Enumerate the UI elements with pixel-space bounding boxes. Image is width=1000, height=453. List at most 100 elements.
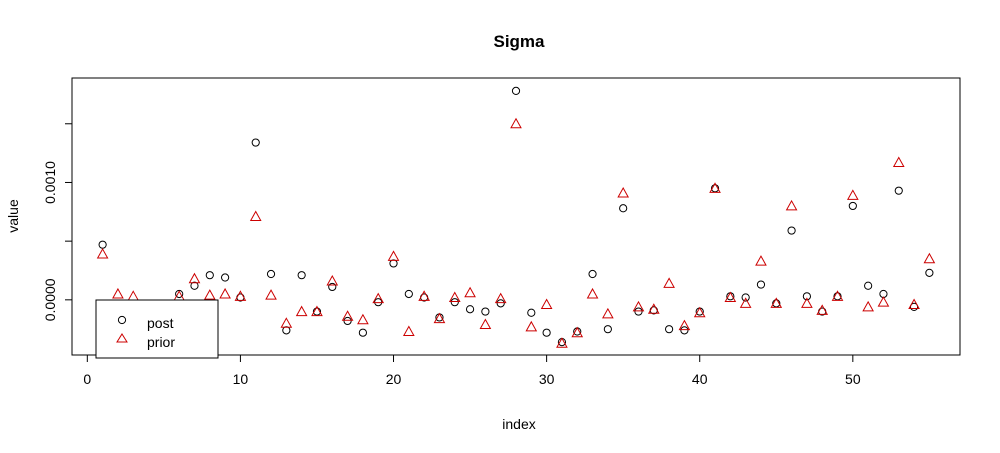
legend-prior-label: prior	[147, 334, 175, 350]
post-point	[894, 186, 903, 195]
prior-point	[816, 304, 829, 315]
y-axis: 0.0000 0.0010	[42, 123, 73, 321]
legend-box	[95, 299, 219, 359]
prior-point	[908, 298, 920, 310]
prior-point	[602, 307, 614, 319]
post-point	[680, 326, 689, 335]
prior-point	[632, 300, 645, 312]
post-point	[205, 271, 214, 280]
prior-point	[112, 287, 124, 299]
post-point	[328, 282, 337, 292]
post-point	[221, 273, 230, 282]
prior-point	[617, 186, 630, 198]
post-point	[925, 268, 934, 277]
prior-point	[586, 287, 599, 299]
prior-point	[357, 313, 369, 325]
prior-point	[188, 272, 201, 284]
prior-point	[755, 255, 767, 266]
post-point	[404, 289, 413, 299]
prior-point	[892, 156, 905, 168]
y-tick-label: 0.0010	[42, 161, 58, 204]
post-point	[496, 299, 505, 308]
prior-point	[663, 277, 675, 288]
post-point	[465, 305, 475, 314]
prior-point	[280, 317, 293, 328]
data-points	[96, 86, 936, 348]
prior-point	[510, 117, 522, 129]
prior-point	[540, 298, 553, 310]
prior-point	[862, 300, 874, 312]
post-point	[282, 326, 291, 335]
post-point	[389, 259, 398, 268]
x-tick-label: 20	[386, 371, 402, 387]
prior-point	[831, 290, 844, 301]
prior-point	[739, 297, 752, 308]
prior-point	[372, 292, 385, 304]
prior-point	[923, 252, 936, 264]
legend-post-label: post	[147, 315, 174, 331]
post-point	[190, 281, 199, 290]
prior-point	[311, 305, 323, 317]
prior-point	[448, 291, 461, 302]
prior-point	[387, 250, 400, 261]
prior-point	[234, 290, 247, 301]
post-point	[343, 316, 352, 326]
post-point	[450, 298, 459, 307]
prior-point	[265, 289, 277, 300]
post-point	[588, 269, 597, 279]
post-point	[542, 328, 551, 337]
prior-point	[556, 337, 568, 348]
x-tick-label: 40	[692, 371, 708, 387]
chart-title: Sigma	[493, 32, 545, 51]
legend-prior-marker	[116, 333, 128, 343]
x-tick-label: 10	[233, 371, 249, 387]
x-tick-label: 0	[83, 371, 91, 387]
post-point	[864, 281, 873, 290]
x-tick-label: 30	[539, 371, 555, 387]
legend-post-marker	[117, 315, 127, 325]
prior-point	[219, 287, 231, 299]
prior-point	[525, 320, 538, 332]
post-point	[603, 325, 612, 334]
prior-point	[709, 182, 721, 193]
post-point	[634, 307, 643, 316]
post-point	[848, 201, 857, 211]
prior-point	[341, 310, 354, 321]
legend: post prior	[95, 299, 219, 359]
prior-point	[479, 318, 492, 329]
prior-point	[433, 312, 446, 324]
prior-point	[801, 297, 813, 308]
prior-point	[846, 189, 859, 200]
post-point	[787, 226, 796, 235]
prior-point	[693, 306, 706, 318]
post-point	[619, 204, 628, 213]
post-point	[266, 269, 276, 279]
post-point	[756, 280, 766, 289]
post-point	[481, 307, 490, 316]
y-tick-label: 0.0000	[42, 278, 58, 321]
prior-point	[295, 305, 308, 317]
prior-point	[249, 210, 262, 221]
prior-point	[326, 275, 339, 286]
post-point	[527, 308, 536, 317]
prior-point	[647, 303, 660, 314]
x-axis: 0 10 20 30 40 50	[83, 354, 861, 387]
prior-point	[571, 326, 584, 338]
prior-point	[464, 286, 476, 298]
y-axis-label: value	[5, 199, 21, 233]
post-point	[741, 293, 750, 302]
post-point	[98, 240, 107, 249]
post-point	[251, 138, 260, 147]
post-point	[665, 325, 674, 334]
prior-point	[785, 199, 798, 211]
post-point	[297, 271, 306, 280]
prior-point	[678, 319, 691, 331]
prior-point	[724, 291, 737, 302]
post-point	[802, 292, 811, 301]
prior-point	[127, 290, 140, 301]
prior-point	[770, 297, 783, 308]
prior-point	[203, 289, 216, 300]
x-axis-label: index	[502, 416, 535, 432]
prior-point	[402, 325, 415, 337]
